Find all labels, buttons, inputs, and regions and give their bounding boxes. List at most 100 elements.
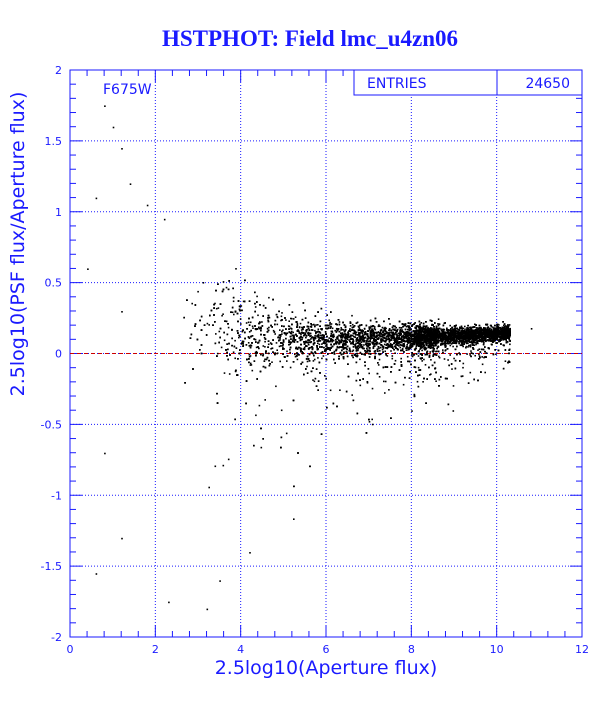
- data-point: [452, 410, 455, 412]
- data-point: [399, 338, 401, 340]
- y-tick-label: -1: [51, 489, 62, 502]
- data-point: [272, 329, 275, 332]
- data-point: [325, 350, 327, 352]
- data-point: [385, 354, 387, 356]
- data-point: [355, 342, 357, 345]
- data-point: [314, 329, 316, 332]
- data-point: [371, 387, 374, 390]
- data-point: [299, 338, 302, 340]
- data-point: [508, 339, 511, 341]
- data-point: [492, 326, 494, 329]
- data-point: [464, 338, 466, 340]
- data-point: [416, 380, 419, 383]
- data-point: [423, 328, 425, 331]
- data-point: [197, 290, 199, 293]
- data-point: [375, 334, 378, 337]
- data-point: [434, 344, 437, 346]
- data-point: [478, 355, 481, 358]
- data-point: [442, 330, 444, 332]
- data-point: [274, 333, 276, 335]
- data-point: [412, 343, 415, 346]
- data-point: [483, 356, 485, 359]
- data-point: [385, 327, 387, 330]
- data-point: [409, 326, 411, 329]
- data-point: [508, 336, 511, 338]
- data-point: [430, 373, 432, 375]
- data-point: [353, 335, 355, 338]
- data-point: [398, 345, 400, 347]
- data-point: [454, 326, 456, 328]
- data-point: [299, 322, 302, 325]
- data-point: [222, 464, 225, 467]
- data-point: [432, 346, 435, 349]
- data-point: [351, 394, 353, 396]
- data-point: [235, 268, 237, 270]
- data-point: [238, 336, 240, 339]
- data-point: [223, 372, 226, 374]
- data-point: [406, 344, 408, 346]
- data-point: [324, 375, 326, 377]
- data-point: [391, 343, 394, 346]
- data-point: [503, 327, 506, 329]
- data-point: [458, 339, 461, 342]
- data-point: [382, 336, 384, 339]
- data-point: [499, 328, 502, 331]
- data-point: [334, 329, 336, 332]
- data-point: [279, 360, 281, 363]
- data-point: [287, 325, 290, 327]
- data-point: [285, 432, 288, 435]
- data-point: [500, 339, 503, 341]
- data-point: [508, 324, 511, 326]
- data-point: [248, 356, 251, 358]
- data-point: [451, 368, 453, 370]
- data-point: [258, 327, 260, 330]
- data-point: [366, 334, 368, 337]
- x-tick-label: 4: [237, 643, 244, 656]
- data-point: [458, 352, 460, 354]
- data-point: [280, 315, 283, 318]
- data-point: [470, 350, 472, 352]
- data-point: [249, 362, 252, 365]
- x-tick-labels: 0 2 4 6 8 10 12: [67, 643, 590, 656]
- data-point: [263, 336, 266, 339]
- data-point: [292, 318, 295, 320]
- data-point: [294, 353, 296, 356]
- data-point: [400, 339, 403, 342]
- data-point: [329, 389, 332, 392]
- data-point: [285, 319, 287, 321]
- data-point: [390, 331, 393, 333]
- data-point: [342, 335, 345, 338]
- data-point: [276, 352, 279, 354]
- data-point: [449, 344, 452, 347]
- data-point: [441, 328, 444, 331]
- data-point: [311, 352, 314, 354]
- data-point: [365, 345, 368, 347]
- data-point: [234, 357, 236, 360]
- data-point: [452, 345, 454, 348]
- data-point: [390, 350, 392, 352]
- data-point: [234, 339, 236, 342]
- data-point: [395, 326, 397, 329]
- data-point: [306, 365, 308, 368]
- data-point: [496, 324, 498, 327]
- data-point: [214, 465, 217, 468]
- data-point: [311, 336, 314, 338]
- data-point: [387, 334, 390, 336]
- data-point: [286, 332, 289, 334]
- data-point: [303, 348, 306, 351]
- data-point: [351, 323, 354, 326]
- data-point: [440, 328, 442, 330]
- data-point: [449, 335, 451, 338]
- data-point: [321, 357, 323, 360]
- data-point: [449, 354, 451, 356]
- data-point: [333, 351, 335, 354]
- data-point: [478, 339, 481, 341]
- data-point: [429, 351, 431, 353]
- data-point: [242, 344, 245, 346]
- data-point: [298, 326, 301, 329]
- data-point: [402, 337, 405, 339]
- data-point: [402, 344, 405, 346]
- data-point: [379, 350, 381, 352]
- data-point: [356, 321, 359, 324]
- data-point: [348, 335, 351, 338]
